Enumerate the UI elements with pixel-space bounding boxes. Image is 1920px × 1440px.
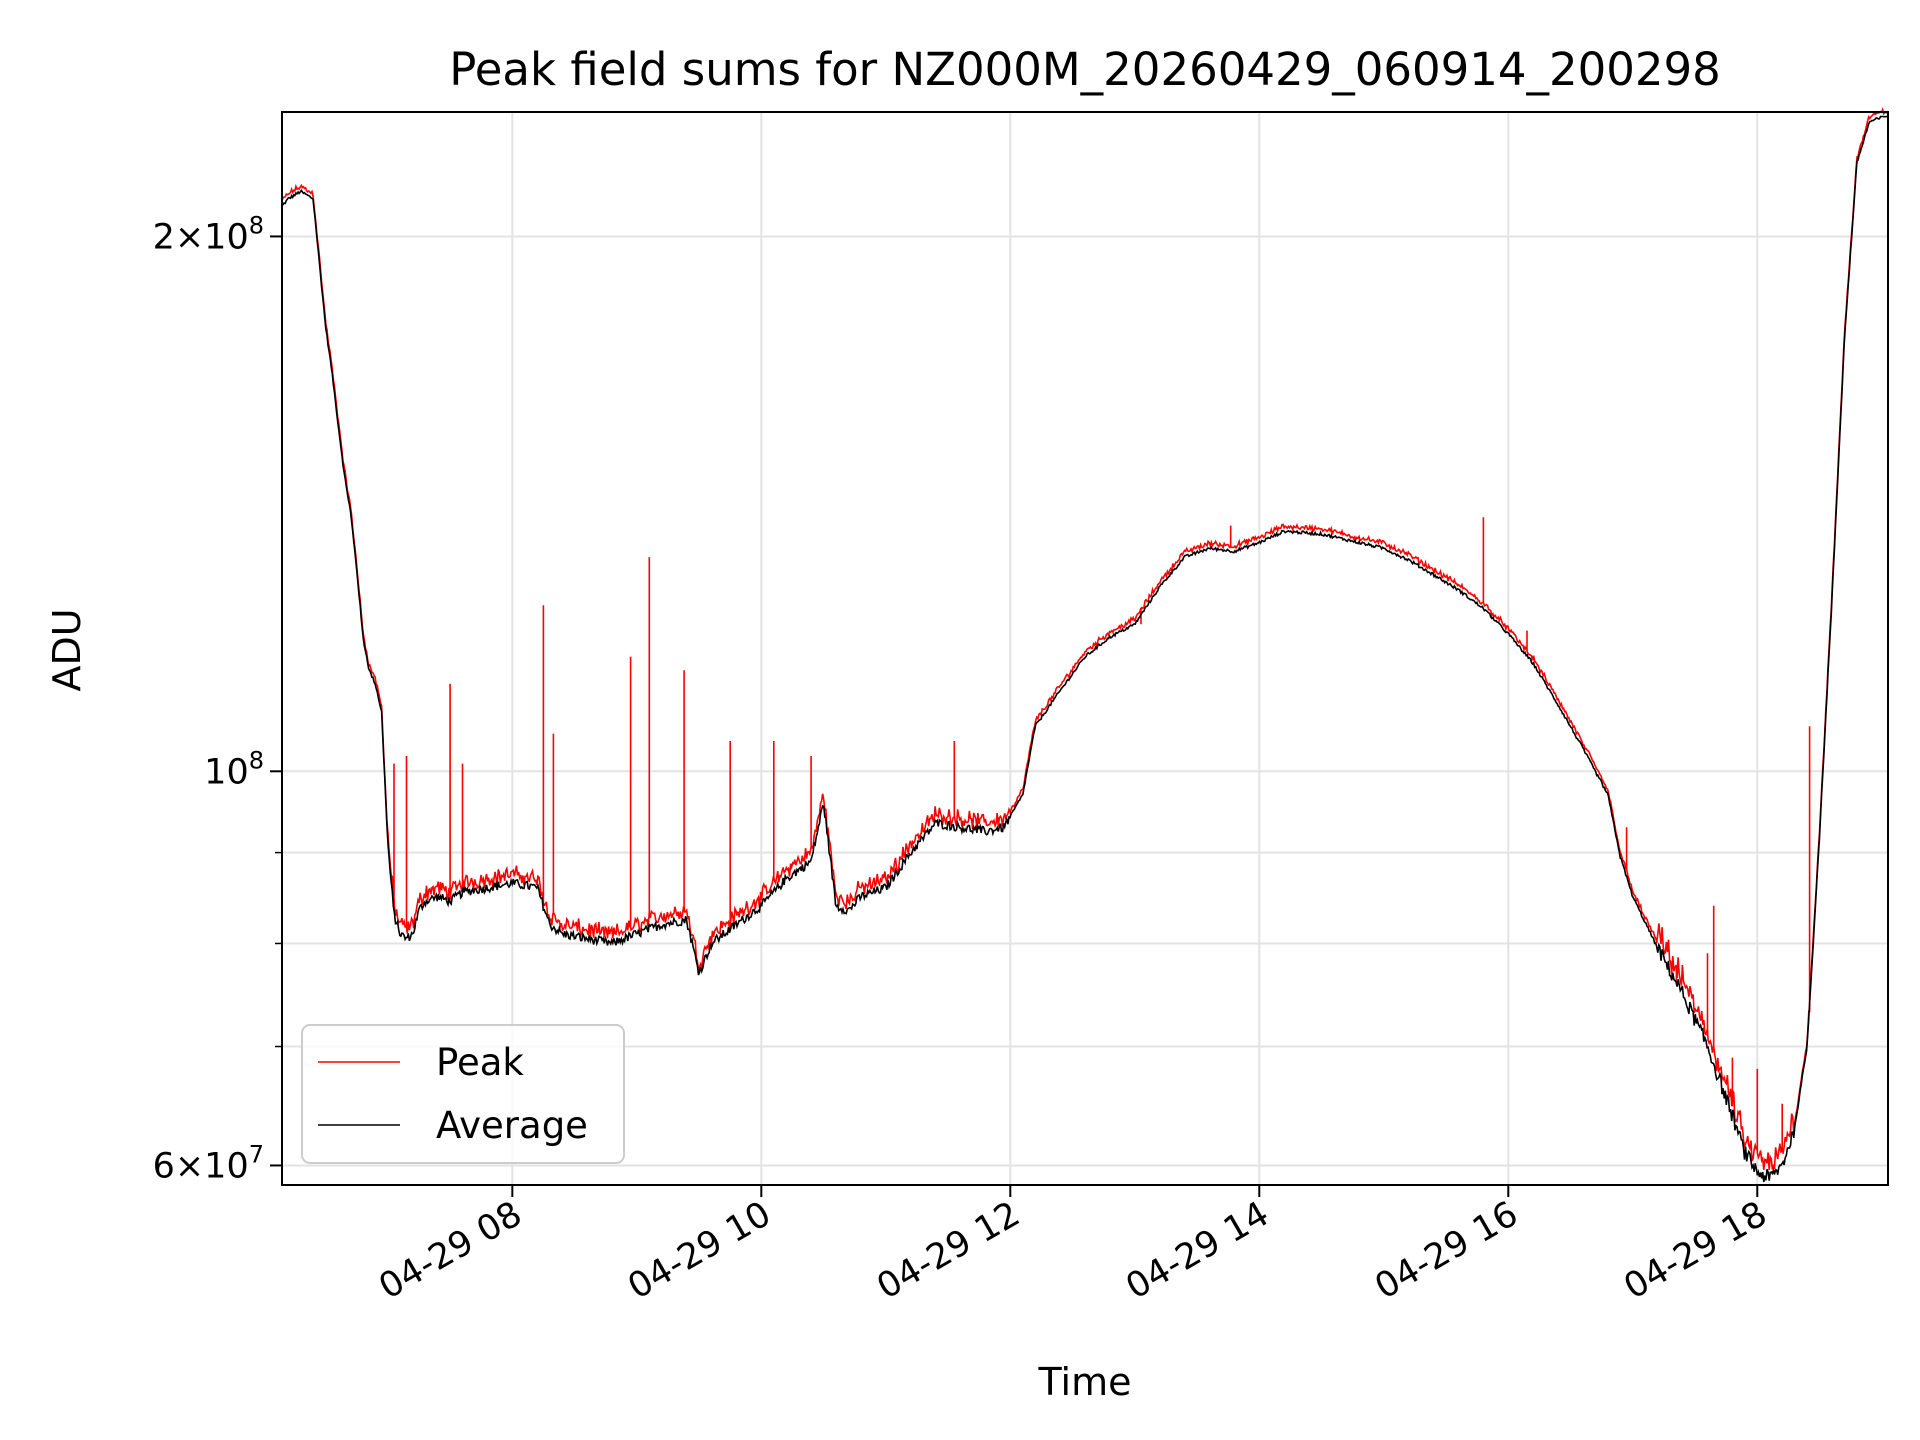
series-line-peak [281,106,1889,1170]
x-tick-label: 04-29 18 [1617,1194,1773,1307]
legend-label-average: Average [436,1104,588,1147]
y-tick-label: 2×108 [153,211,264,257]
legend: Peak Average [301,1024,625,1164]
x-axis-label: Time [1038,1360,1132,1404]
x-tick-label: 04-29 14 [1120,1194,1276,1307]
legend-box [301,1024,625,1164]
series-line-average [281,114,1889,1183]
series-layer [281,106,1889,1183]
x-axis-ticks: 04-29 08 04-29 10 04-29 12 04-29 14 04-29 16… [373,1185,1774,1307]
grid-layer [282,112,1888,1185]
y-axis-ticks: 6×107 108 2×108 [153,211,282,1186]
x-tick-label: 04-29 08 [373,1194,529,1307]
y-tick-label: 108 [204,746,264,792]
y-tick-label: 6×107 [153,1140,264,1186]
chart-title: Peak field sums for NZ000M_20260429_0609… [449,43,1721,96]
plot-area-frame [281,111,1889,1186]
x-tick-label: 04-29 10 [622,1194,778,1307]
legend-label-peak: Peak [436,1041,524,1084]
y-axis-label: ADU [45,608,89,691]
x-tick-label: 04-29 16 [1368,1194,1524,1307]
x-tick-label: 04-29 12 [871,1194,1027,1307]
